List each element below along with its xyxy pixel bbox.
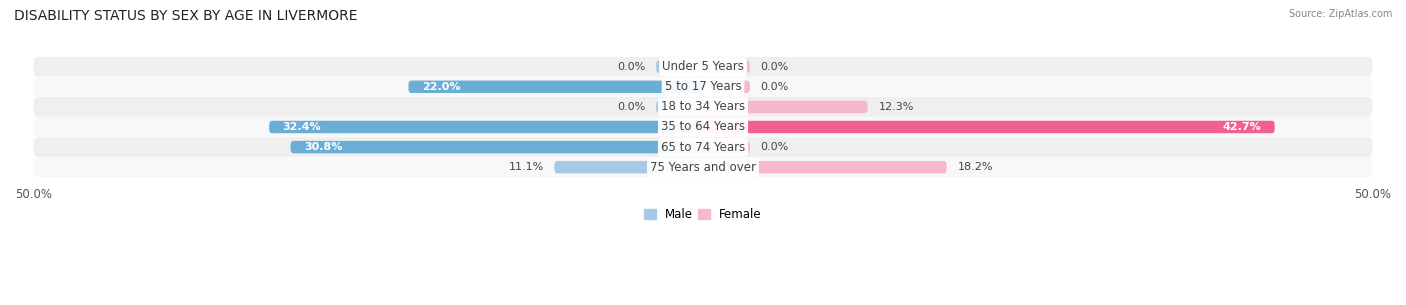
FancyBboxPatch shape <box>703 101 868 113</box>
Text: 22.0%: 22.0% <box>422 82 460 92</box>
FancyBboxPatch shape <box>291 141 703 153</box>
Text: 0.0%: 0.0% <box>761 82 789 92</box>
Text: DISABILITY STATUS BY SEX BY AGE IN LIVERMORE: DISABILITY STATUS BY SEX BY AGE IN LIVER… <box>14 9 357 23</box>
Legend: Male, Female: Male, Female <box>640 203 766 226</box>
Text: 0.0%: 0.0% <box>761 142 789 152</box>
FancyBboxPatch shape <box>34 77 1372 97</box>
FancyBboxPatch shape <box>657 101 703 113</box>
FancyBboxPatch shape <box>703 60 749 73</box>
FancyBboxPatch shape <box>703 141 749 153</box>
Text: 0.0%: 0.0% <box>761 62 789 72</box>
FancyBboxPatch shape <box>703 81 749 93</box>
Text: 11.1%: 11.1% <box>509 162 544 172</box>
Text: Source: ZipAtlas.com: Source: ZipAtlas.com <box>1288 9 1392 19</box>
Text: 18 to 34 Years: 18 to 34 Years <box>661 100 745 113</box>
Text: 42.7%: 42.7% <box>1223 122 1261 132</box>
FancyBboxPatch shape <box>703 161 946 174</box>
Text: 5 to 17 Years: 5 to 17 Years <box>665 80 741 93</box>
FancyBboxPatch shape <box>703 121 1275 133</box>
FancyBboxPatch shape <box>657 60 703 73</box>
FancyBboxPatch shape <box>34 117 1372 137</box>
FancyBboxPatch shape <box>408 81 703 93</box>
FancyBboxPatch shape <box>34 57 1372 77</box>
Text: 18.2%: 18.2% <box>957 162 993 172</box>
Text: Under 5 Years: Under 5 Years <box>662 60 744 73</box>
Text: 32.4%: 32.4% <box>283 122 321 132</box>
FancyBboxPatch shape <box>554 161 703 174</box>
Text: 75 Years and over: 75 Years and over <box>650 161 756 174</box>
Text: 65 to 74 Years: 65 to 74 Years <box>661 141 745 154</box>
FancyBboxPatch shape <box>269 121 703 133</box>
Text: 35 to 64 Years: 35 to 64 Years <box>661 120 745 134</box>
FancyBboxPatch shape <box>34 97 1372 117</box>
FancyBboxPatch shape <box>34 157 1372 177</box>
Text: 30.8%: 30.8% <box>304 142 342 152</box>
Text: 12.3%: 12.3% <box>879 102 914 112</box>
FancyBboxPatch shape <box>34 137 1372 157</box>
Text: 0.0%: 0.0% <box>617 62 645 72</box>
Text: 0.0%: 0.0% <box>617 102 645 112</box>
